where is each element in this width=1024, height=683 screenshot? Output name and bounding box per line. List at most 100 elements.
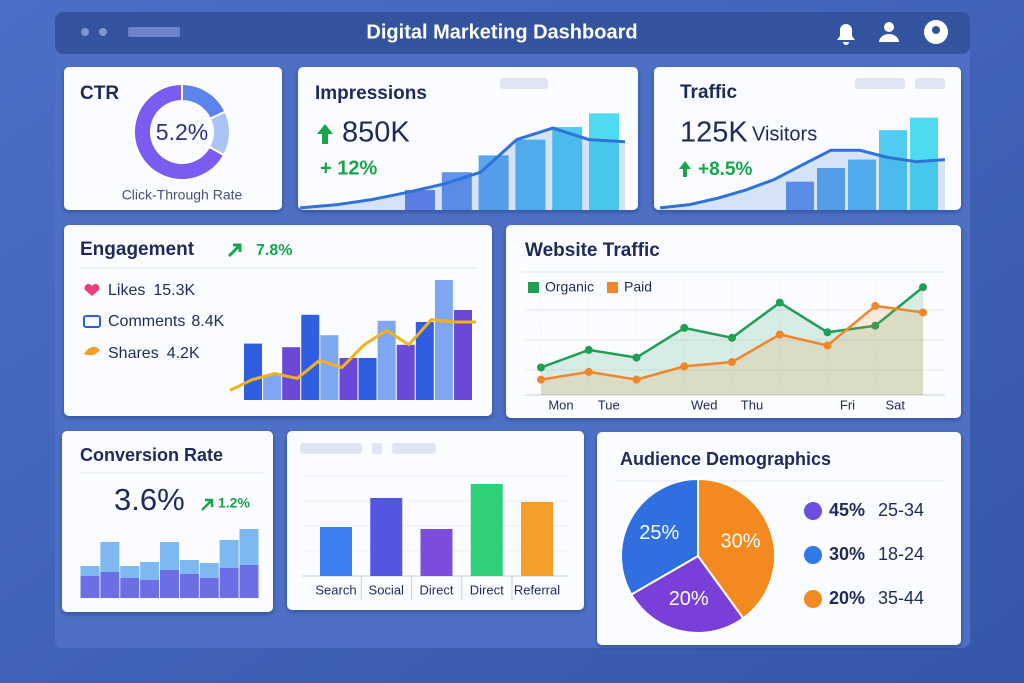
legend-label: Organic [545,279,594,295]
bell-icon[interactable] [837,24,855,45]
kpi-value: 3.6% [114,482,185,517]
up-arrow [317,124,333,144]
x-tick-label: Direct [420,582,454,597]
stacked-bar [239,565,259,598]
user-icon[interactable] [884,22,894,32]
slice-label: 20% [669,588,709,610]
metric: Likes 15.3K [108,282,196,299]
placeholder [855,78,905,89]
metric-value: 8.4K [191,313,224,330]
stacked-bar [199,563,219,578]
x-tick-label: Thu [741,397,763,412]
bar [589,113,619,210]
legend-dot [804,590,822,608]
point [632,375,641,384]
header-title: Digital Marketing Dashboard [366,21,637,43]
bar [910,117,938,210]
card-title: CTR [80,83,119,104]
point [584,345,593,354]
bar [552,127,583,210]
legend-value: 20% [829,588,865,608]
bar [515,139,546,210]
x-tick-label: Mon [548,397,573,412]
metric: Comments 8.4K [108,313,225,330]
placeholder [300,443,362,454]
legend-swatch [528,282,539,293]
bar [320,527,352,576]
account-icon [932,26,940,34]
bar [478,155,509,210]
metric-value: 15.3K [153,282,195,299]
card-title: Website Traffic [525,240,660,261]
heart-icon [84,283,100,296]
line [229,318,476,392]
metric-label: Likes [108,282,145,299]
stacked-bar [100,572,120,598]
pie-slice [629,554,745,634]
chart-marks: Mon Tue Wed Thu Fri Sat Organic Paid Search Socia… [80,82,946,634]
x-tick-label: Search [315,582,356,597]
area [300,128,625,210]
trend-arrow [227,243,242,258]
bar [282,347,301,400]
bar [786,181,814,210]
bar [434,280,453,400]
legend-label: 35-44 [878,588,924,608]
x-tick-label: Fri [840,397,855,412]
bar [396,344,415,400]
bar [454,310,472,400]
kpi-value: 5.2% [156,119,208,145]
caption: Click-Through Rate [122,187,243,203]
metric: Shares 4.2K [108,345,200,362]
card [64,67,282,210]
point [775,298,784,307]
legend-label: 18-24 [878,544,924,564]
stacked-bar [140,580,160,598]
point [537,363,545,372]
stacked-bar [80,566,100,576]
stacked-bar [80,576,100,598]
card-title: Conversion Rate [80,445,223,465]
stacked-bar [179,574,199,598]
placeholder [128,27,180,37]
point [728,333,736,342]
point [680,323,689,332]
line [659,148,946,210]
bar [470,484,503,576]
point [871,321,880,330]
bar [848,159,876,210]
legend-swatch [607,282,618,293]
pie-slice [697,477,776,620]
placeholder [500,78,548,89]
metric-label: Comments [108,313,185,330]
mail-icon [83,315,101,328]
stacked-bar [239,529,259,565]
bar [521,502,553,576]
stacked-bar [140,562,160,580]
x-tick-label: Wed [691,397,718,412]
placeholder [915,78,945,89]
user-icon[interactable] [879,34,899,42]
point [728,358,736,366]
legend-dot [804,546,822,564]
stacked-bar [120,578,140,598]
bar [301,314,320,400]
point [823,328,832,337]
stacked-bar [179,560,199,574]
legend-value: 45% [829,500,865,520]
kpi-value: 850K [342,117,410,149]
kpi-change: 1.2% [218,495,250,511]
kpi-change: + 12% [320,157,377,179]
stacked-bar [160,570,179,598]
x-tick-label: Sat [885,397,905,412]
card-title: Audience Demographics [620,449,831,469]
x-tick-label: Tue [598,397,620,412]
point [680,362,689,371]
bar [415,322,434,400]
header-bar [55,12,970,54]
bar [377,320,396,400]
slice-label: 30% [720,530,760,552]
window-dot [81,28,89,36]
